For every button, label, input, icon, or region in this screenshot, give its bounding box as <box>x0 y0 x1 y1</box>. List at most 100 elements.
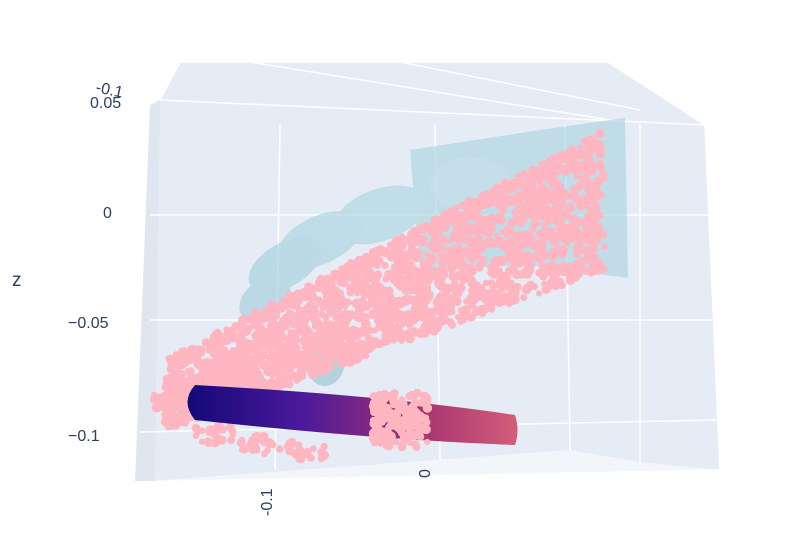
pink-point <box>214 373 224 384</box>
pink-point <box>573 259 580 266</box>
pink-point <box>366 301 374 309</box>
pink-point <box>266 367 274 374</box>
pink-point <box>528 165 538 176</box>
pink-point <box>317 332 324 339</box>
pink-point <box>276 347 286 357</box>
pink-point <box>595 190 605 200</box>
pink-point <box>524 230 534 240</box>
pink-point <box>423 306 430 314</box>
pink-point <box>591 142 600 151</box>
pink-point <box>341 317 351 327</box>
pink-point <box>473 281 481 288</box>
pink-point <box>212 435 220 443</box>
pink-point <box>393 422 403 432</box>
pink-point <box>490 281 498 289</box>
pink-point <box>377 248 384 255</box>
pink-point <box>295 455 303 463</box>
pink-point <box>491 297 499 305</box>
pink-point <box>279 362 288 370</box>
pink-point <box>390 306 400 316</box>
pink-point <box>536 238 543 245</box>
pink-point <box>319 450 329 461</box>
pink-point <box>452 229 460 236</box>
pink-point <box>487 213 497 223</box>
pink-point <box>253 317 264 327</box>
pink-point <box>464 224 474 234</box>
pink-point <box>389 396 398 405</box>
pink-point <box>478 201 487 210</box>
pink-point <box>557 234 566 243</box>
pink-point <box>261 312 269 320</box>
pink-point <box>486 237 496 248</box>
pink-point-cloud-front <box>368 388 433 452</box>
pink-point <box>303 451 311 459</box>
pink-point <box>439 235 448 244</box>
pink-point <box>194 430 201 437</box>
pink-point <box>417 284 425 293</box>
pink-point <box>424 251 431 258</box>
pink-point <box>278 304 287 313</box>
z-tick-label: −0.1 <box>68 428 100 445</box>
pink-point <box>373 315 384 325</box>
pink-point <box>459 213 469 223</box>
pink-point <box>346 310 356 320</box>
pink-point <box>584 148 593 157</box>
pink-point <box>404 328 414 338</box>
pink-point <box>495 258 503 266</box>
pink-point <box>278 324 286 332</box>
pink-point <box>524 270 532 279</box>
pink-point <box>326 363 335 371</box>
pink-point <box>546 277 556 287</box>
pink-point <box>298 372 306 381</box>
pink-point <box>238 436 246 445</box>
pink-point <box>377 298 386 307</box>
pink-point <box>466 293 476 303</box>
pink-point <box>470 205 478 213</box>
pink-point <box>478 192 489 203</box>
pink-point <box>528 212 535 219</box>
pink-point <box>595 128 605 139</box>
pink-point <box>336 289 344 297</box>
pink-point <box>458 315 467 324</box>
pink-point <box>303 294 311 302</box>
pink-point <box>327 304 335 312</box>
pink-point <box>230 371 237 378</box>
z-tick-label: −0.05 <box>68 315 109 332</box>
pink-point <box>461 305 471 315</box>
pink-point <box>320 342 330 352</box>
pink-point <box>430 215 441 225</box>
pink-point <box>416 330 425 338</box>
pink-point <box>455 247 463 255</box>
pink-point <box>250 358 259 368</box>
pink-point <box>582 173 590 182</box>
pink-point <box>535 167 542 174</box>
pink-point <box>518 213 529 223</box>
pink-point <box>476 225 487 236</box>
pink-point <box>553 269 561 278</box>
pink-point <box>451 218 459 227</box>
pink-point <box>204 439 213 447</box>
pink-point <box>553 209 560 217</box>
pink-point <box>497 236 506 245</box>
pink-point <box>213 421 224 431</box>
pink-point <box>417 224 424 231</box>
pink-point <box>264 383 273 392</box>
pink-point <box>326 348 335 358</box>
pink-point <box>440 222 450 232</box>
pink-point <box>311 322 320 331</box>
pink-point <box>582 255 590 262</box>
pink-point <box>428 223 437 232</box>
pink-point <box>277 355 288 365</box>
pink-point <box>520 191 529 200</box>
pink-point <box>507 297 516 306</box>
pink-point <box>418 414 428 424</box>
pink-point <box>227 436 236 445</box>
pink-point <box>390 251 397 258</box>
pink-point <box>170 418 179 427</box>
pink-point <box>541 226 549 235</box>
pink-point <box>184 368 192 376</box>
pink-point <box>326 333 335 342</box>
pink-point <box>322 318 330 325</box>
pink-point <box>420 262 430 272</box>
